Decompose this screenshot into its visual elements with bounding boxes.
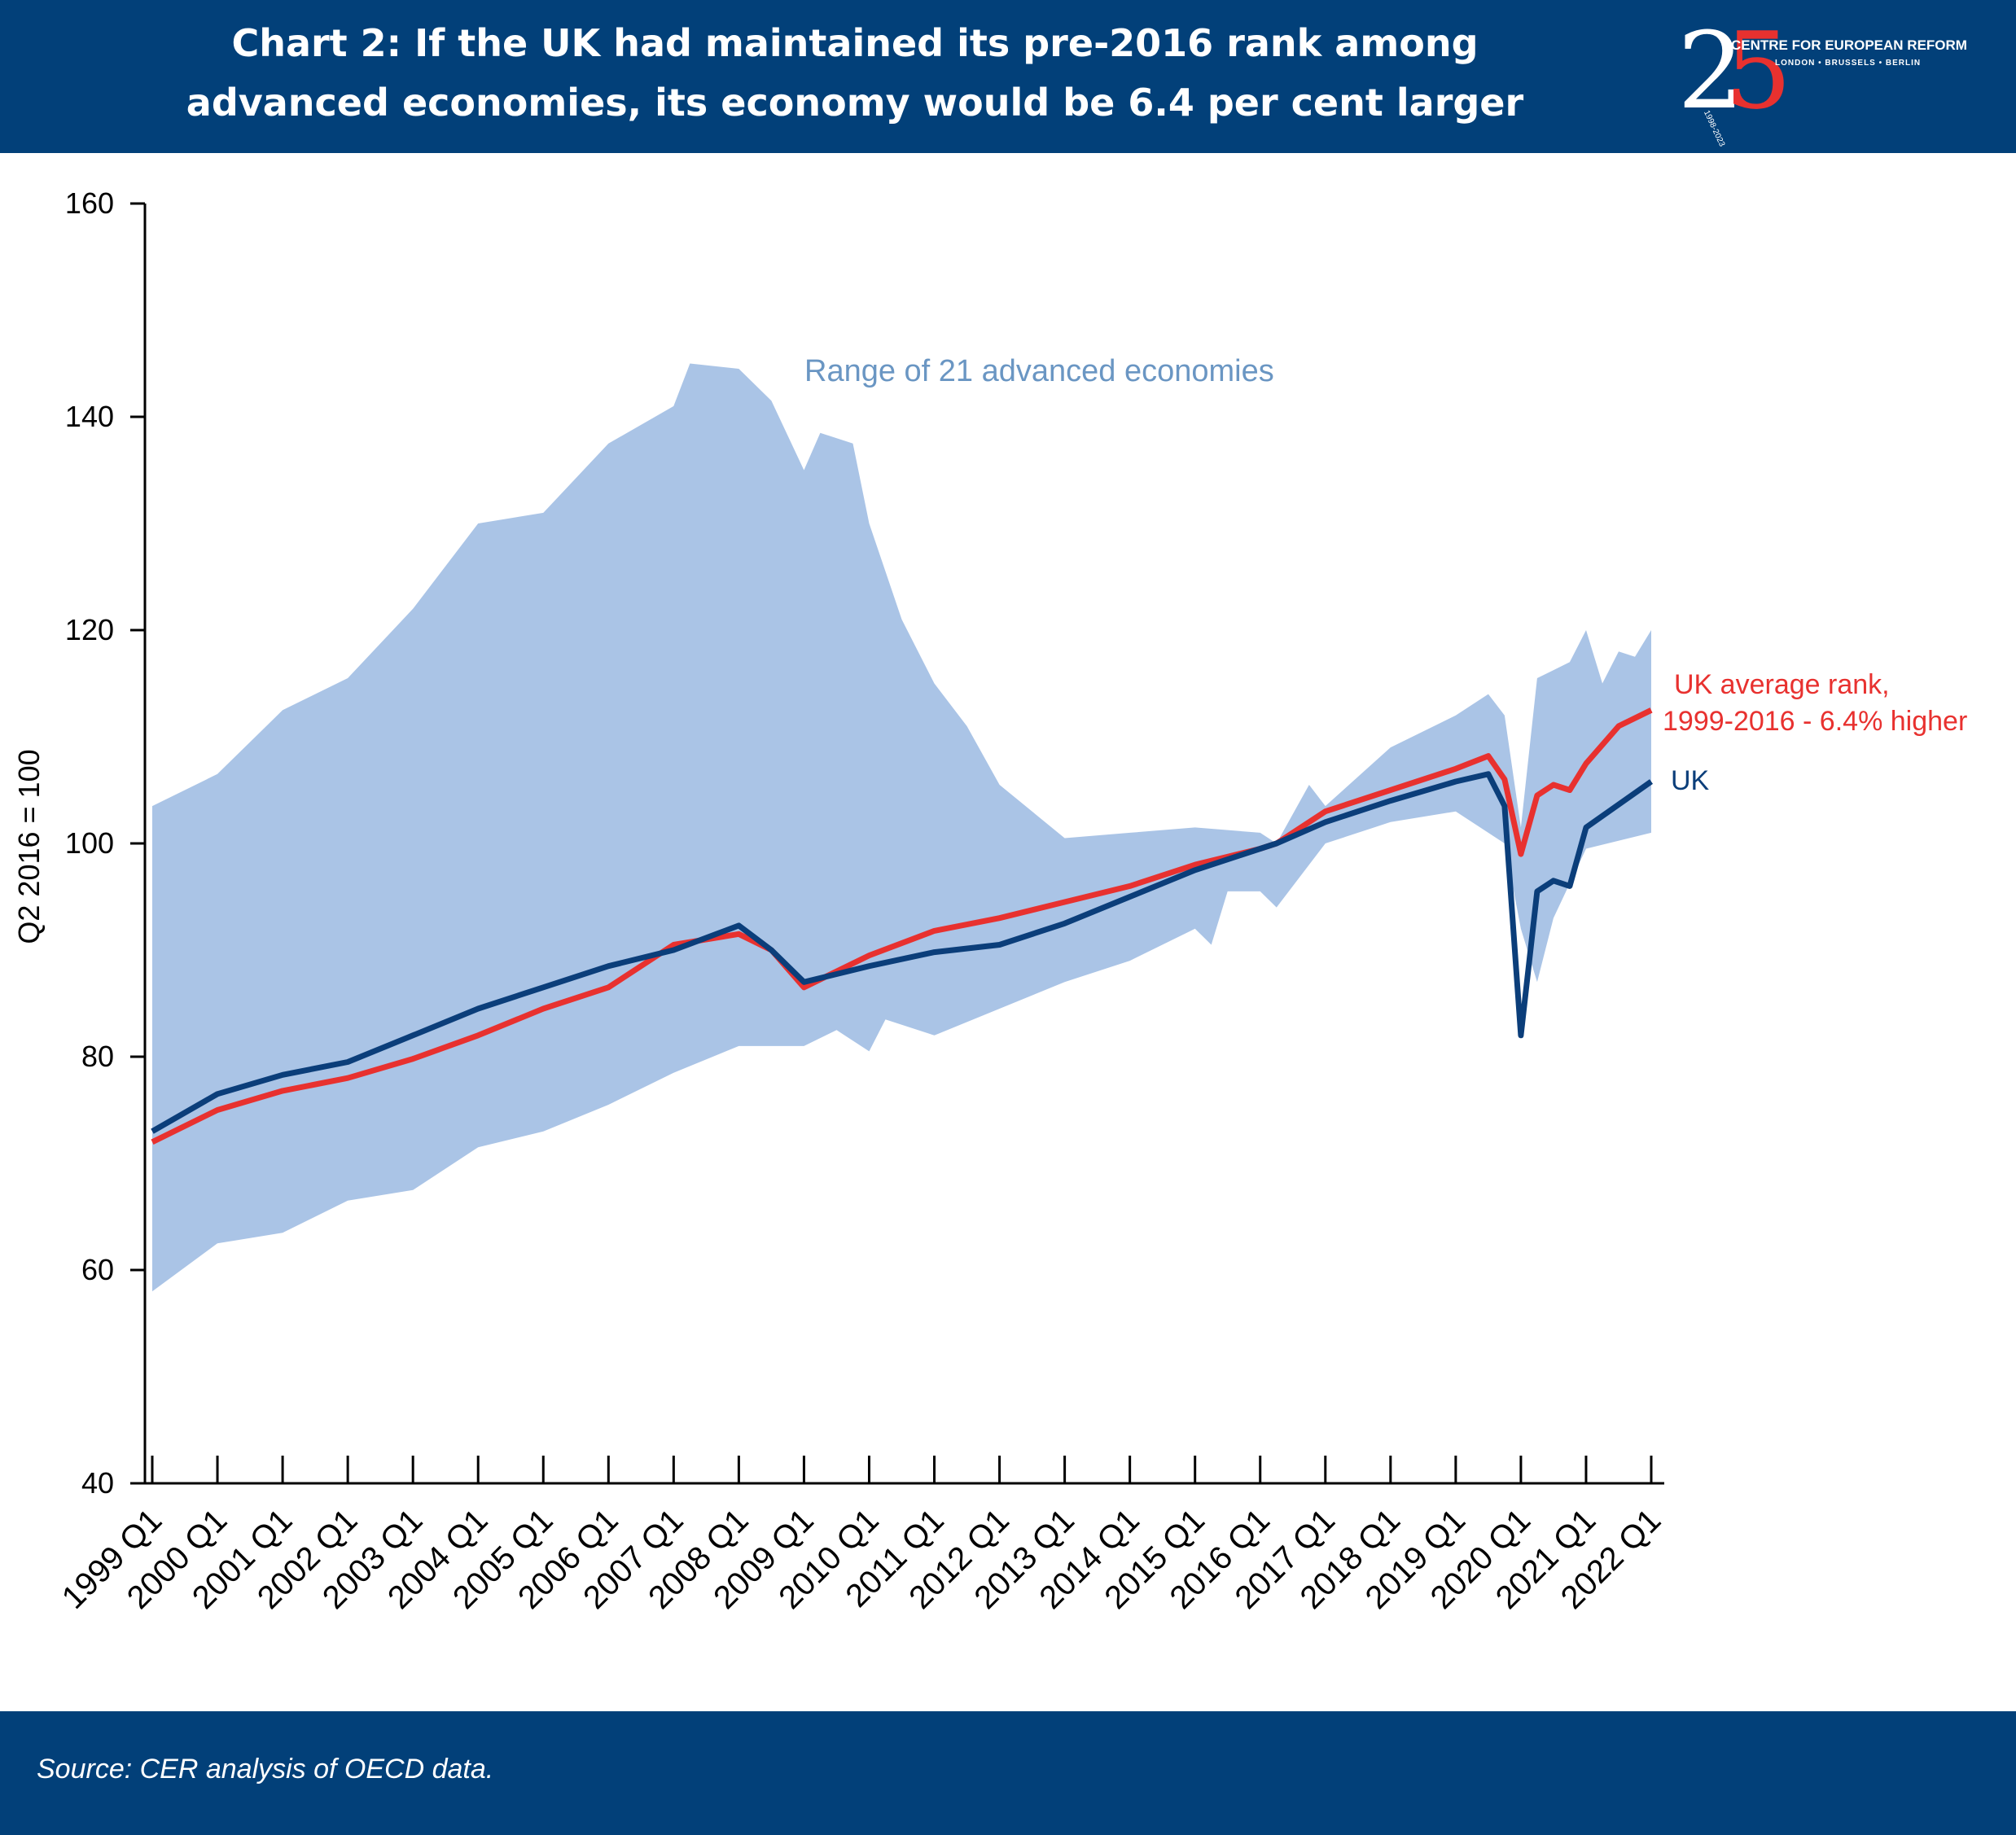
y-tick-label: 140 [65,400,114,433]
chart-footer: Source: CER analysis of OECD data. [0,1711,2016,1835]
chart-title-line-2: advanced economies, its economy would be… [186,81,1524,125]
series-line-uk-average-rank [151,707,1653,1145]
source-note: Source: CER analysis of OECD data. [37,1754,494,1785]
y-tick-label: 160 [65,186,114,220]
avg-rank-label-line-1: UK average rank, [1674,669,1890,700]
range-band [152,363,1651,1292]
uk-series-label: UK [1671,765,1710,796]
series-line-uk [151,771,1654,1134]
y-tick-label: 100 [65,826,114,860]
avg-rank-label-line-2: 1999-2016 - 6.4% higher [1663,706,1967,737]
chart-header: Chart 2: If the UK had maintained its pr… [0,0,2016,153]
y-axis-title: Q2 2016 = 100 [12,749,46,944]
y-ticks: 40 60 80 100 120 140 160 [65,186,145,1500]
y-tick-label: 60 [81,1253,114,1286]
range-band-label: Range of 21 advanced economies [804,354,1274,388]
logo-digit-2: 2 [1677,9,1745,133]
logo-digit-5: 5 [1725,9,1792,133]
logo-cities: LONDON • BRUSSELS • BERLIN [1775,59,1922,68]
y-tick-label: 40 [81,1466,114,1500]
y-tick-label: 120 [65,613,114,646]
chart-title-line-1: Chart 2: If the UK had maintained its pr… [231,21,1479,65]
cer-logo: 2 5 CENTRE FOR EUROPEAN REFORM LONDON • … [1677,10,2003,148]
logo-org-name: CENTRE FOR EUROPEAN REFORM [1731,37,1967,53]
y-tick-label: 80 [81,1040,114,1073]
